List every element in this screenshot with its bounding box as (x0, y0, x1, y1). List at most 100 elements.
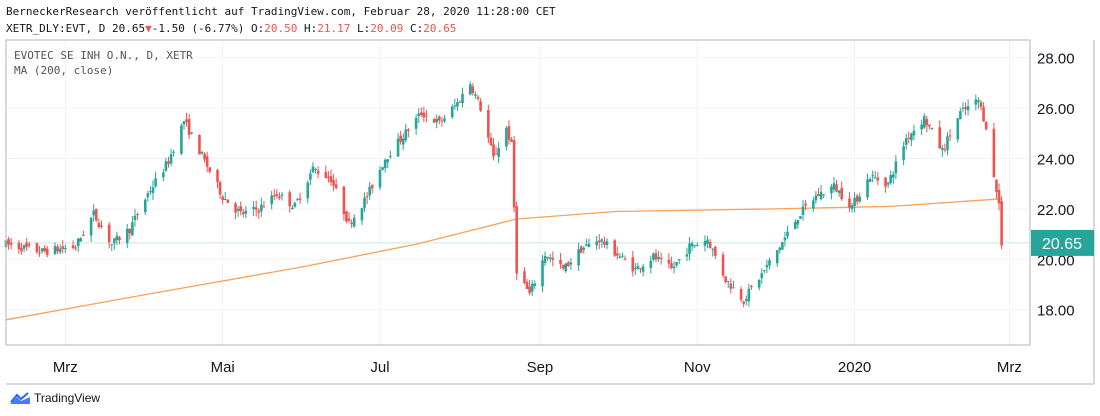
candle (613, 239, 617, 257)
candle (487, 104, 490, 144)
candle-body (474, 94, 477, 96)
candle (334, 178, 338, 190)
candle-body (840, 187, 844, 200)
candle-body (639, 268, 642, 270)
open-value: 20.50 (264, 22, 298, 35)
candle-body (154, 178, 157, 187)
candle-body (53, 246, 57, 254)
candle-body (814, 195, 818, 201)
candle-body (706, 239, 709, 244)
candle (172, 149, 175, 157)
candle-body (234, 203, 237, 213)
candle (768, 257, 771, 270)
candle (182, 120, 186, 130)
candle-body (185, 119, 188, 123)
candle (711, 247, 715, 257)
candle (476, 94, 480, 101)
candle-body (793, 221, 797, 230)
candle-body (703, 240, 707, 246)
x-tick-label: Mrz (997, 359, 1022, 376)
candle (1000, 196, 1003, 250)
candle-body (884, 177, 887, 187)
candle (721, 251, 725, 278)
candle-body (27, 244, 31, 246)
candle (616, 246, 619, 260)
candle (187, 113, 191, 140)
candle-body (471, 86, 475, 94)
candle-body (58, 248, 62, 253)
candle (169, 148, 173, 167)
candle (891, 171, 895, 185)
candle (850, 202, 854, 213)
candle (254, 200, 258, 217)
candle-body (822, 194, 825, 196)
candle-body (35, 243, 39, 253)
candle (907, 131, 911, 144)
candle (383, 158, 387, 173)
footer-brand[interactable]: TradingView (10, 391, 100, 405)
candle-body (543, 255, 547, 263)
candle-body (652, 253, 655, 260)
candle-body (492, 144, 495, 157)
candle-body (966, 106, 970, 111)
candle-body (871, 175, 874, 177)
candle-body (577, 249, 580, 266)
candle-body (605, 241, 609, 246)
candle-body (254, 207, 258, 210)
candle (396, 133, 400, 157)
candle-body (113, 238, 116, 244)
candle-body (440, 120, 444, 122)
candle-body (886, 182, 890, 185)
candle (164, 157, 168, 173)
plot-area[interactable] (6, 40, 1030, 345)
candle (997, 183, 1001, 211)
candle (670, 256, 673, 270)
candle-body (92, 210, 95, 216)
candle-body (551, 257, 555, 260)
candle-body (616, 253, 619, 256)
candle-body (422, 112, 426, 118)
candle-body (262, 206, 266, 208)
candle-body (786, 231, 789, 237)
candle-body (389, 156, 392, 158)
candle-body (796, 219, 800, 225)
plot-border (5, 39, 1031, 346)
x-tick-label: Sep (527, 359, 554, 376)
candle-body (432, 119, 436, 123)
candle-body (342, 186, 346, 215)
candle (143, 198, 147, 216)
candle (404, 123, 408, 143)
candle-body (801, 206, 805, 215)
candle-body (146, 193, 150, 198)
candle (270, 190, 273, 210)
candle-body (600, 239, 604, 242)
candle (984, 121, 988, 131)
candle-body (497, 148, 500, 157)
candle (618, 253, 622, 259)
candle-body (115, 235, 119, 241)
candle (368, 181, 371, 200)
candle (492, 138, 495, 161)
candle-body (143, 199, 147, 213)
candle-body (345, 211, 348, 222)
candle (205, 151, 209, 173)
candle-body (347, 218, 351, 221)
candle (419, 107, 423, 118)
candle (208, 166, 212, 174)
candle (438, 115, 441, 125)
candle-body (169, 154, 173, 164)
candle-body (494, 153, 498, 155)
candle-body (149, 191, 152, 193)
candle (94, 208, 98, 222)
candle-body (654, 253, 658, 260)
candle-body (419, 112, 423, 115)
candle (298, 192, 302, 205)
candle-body (587, 243, 591, 247)
candle (775, 250, 779, 267)
candle-body (995, 179, 998, 193)
candle (649, 255, 653, 274)
candle (510, 137, 513, 143)
candle-body (280, 194, 284, 196)
candle-body (634, 267, 637, 269)
